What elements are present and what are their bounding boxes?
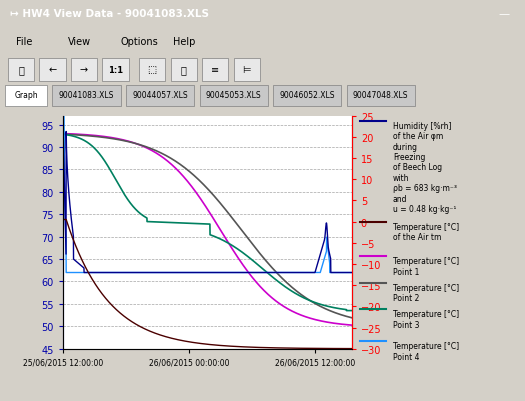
Text: File: File: [16, 37, 32, 47]
Text: 90041083.XLS: 90041083.XLS: [59, 91, 114, 100]
Text: 1:1: 1:1: [108, 66, 123, 75]
Bar: [39, 59, 66, 81]
Bar: [5, 85, 47, 107]
Text: View: View: [68, 37, 91, 47]
Bar: [273, 85, 341, 107]
Bar: [102, 59, 129, 81]
Text: 🖨: 🖨: [18, 65, 24, 75]
Text: Help: Help: [173, 37, 196, 47]
Text: Temperature [°C]
Point 3: Temperature [°C] Point 3: [393, 310, 459, 329]
Text: Temperature [°C]
Point 1: Temperature [°C] Point 1: [393, 257, 459, 276]
Bar: [202, 59, 228, 81]
Text: Options: Options: [121, 37, 159, 47]
Bar: [52, 85, 121, 107]
Bar: [8, 59, 34, 81]
Text: Temperature [°C]
Point 4: Temperature [°C] Point 4: [393, 341, 459, 360]
Bar: [346, 85, 415, 107]
Text: ⬚: ⬚: [148, 65, 157, 75]
Bar: [234, 59, 260, 81]
Text: Temperature [°C]
of the Air tm: Temperature [°C] of the Air tm: [393, 222, 459, 241]
Text: ⌕: ⌕: [181, 65, 187, 75]
Text: ←: ←: [48, 65, 57, 75]
Bar: [71, 59, 97, 81]
Text: ⊨: ⊨: [243, 65, 251, 75]
Text: 90045053.XLS: 90045053.XLS: [206, 91, 261, 100]
Bar: [200, 85, 268, 107]
Text: 90047048.XLS: 90047048.XLS: [353, 91, 408, 100]
Text: 90044057.XLS: 90044057.XLS: [132, 91, 188, 100]
Bar: [126, 85, 194, 107]
Text: ≡: ≡: [211, 65, 219, 75]
Text: →: →: [80, 65, 88, 75]
Text: ↦ HW4 View Data - 90041083.XLS: ↦ HW4 View Data - 90041083.XLS: [10, 9, 209, 19]
Text: 90046052.XLS: 90046052.XLS: [279, 91, 335, 100]
Bar: [139, 59, 165, 81]
Bar: [171, 59, 197, 81]
Text: Temperature [°C]
Point 2: Temperature [°C] Point 2: [393, 283, 459, 302]
Text: Graph: Graph: [15, 91, 38, 100]
Text: Humidity [%rh]
of the Air φm
during
Freezing
of Beech Log
with
ρb = 683 kg·m⁻³
a: Humidity [%rh] of the Air φm during Free…: [393, 122, 457, 214]
Text: —: —: [498, 9, 510, 19]
